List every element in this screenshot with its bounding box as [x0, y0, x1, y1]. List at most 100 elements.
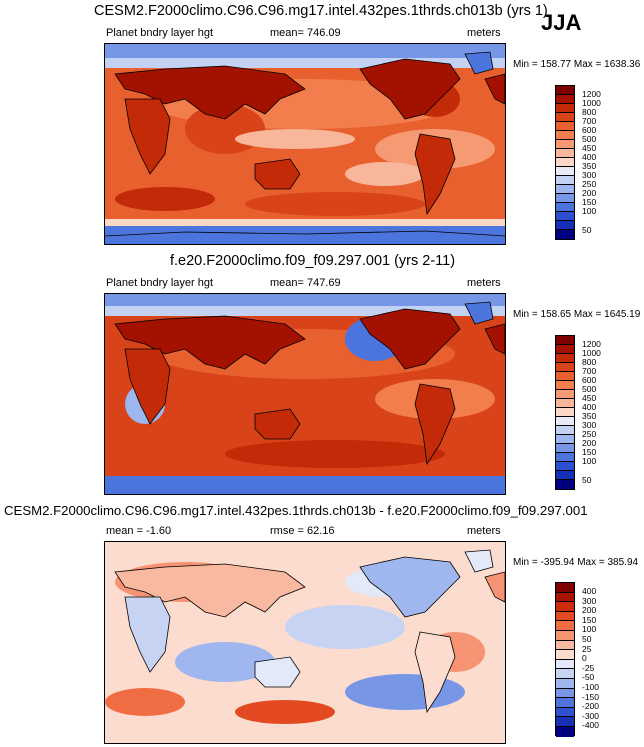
cb3-label: 150 [582, 615, 597, 625]
land-south-america [414, 133, 456, 216]
cb3-label: 100 [582, 624, 597, 634]
cb2-swatch [556, 471, 574, 480]
cb1-label: 500 [582, 134, 597, 144]
cb3-swatch [556, 688, 574, 699]
panel2-mean: mean= 747.69 [270, 277, 341, 289]
cb3-label: 200 [582, 605, 597, 615]
panel1-title: CESM2.F2000climo.C96.C96.mg17.intel.432p… [94, 3, 548, 19]
land-greenland [464, 51, 494, 75]
cb1-label: 800 [582, 107, 597, 117]
cb2-label: 150 [582, 447, 597, 457]
cb3-label: 300 [582, 596, 597, 606]
land-europe-right [484, 73, 505, 105]
cb1-label: 700 [582, 116, 597, 126]
cb3-swatch [556, 698, 574, 708]
panel1-map [104, 43, 506, 245]
cb1-label: 100 [582, 206, 597, 216]
panel2-map [104, 293, 506, 495]
cb1-swatch [556, 95, 574, 104]
cb2-label: 300 [582, 420, 597, 430]
cb2-swatch [556, 435, 574, 444]
cb2-swatch [556, 453, 574, 462]
cb3-swatch [556, 650, 574, 660]
cb3-label: -400 [582, 720, 600, 730]
cb1-swatch [556, 176, 574, 185]
cb2-label: 250 [582, 429, 597, 439]
cb3-swatch [556, 717, 574, 727]
cb1-swatch [556, 230, 574, 239]
land-africa [124, 98, 171, 175]
panel3-rmse: rmse = 62.16 [270, 525, 335, 537]
cb3-label: -150 [582, 692, 600, 702]
cb1-swatch [556, 122, 574, 131]
cb1-label: 50 [582, 225, 592, 235]
cb2-swatch [556, 408, 574, 417]
panel3-mean: mean = -1.60 [106, 525, 172, 537]
cb3-swatch [556, 602, 574, 612]
cb3-label: 0 [582, 653, 587, 663]
season-label: JJA [541, 10, 582, 35]
cb2-swatch [556, 354, 574, 363]
cb2-swatch [556, 372, 574, 381]
cb1-swatch [556, 140, 574, 149]
panel2-units: meters [467, 277, 501, 289]
cb1-label: 200 [582, 188, 597, 198]
panel1-minmax: Min = 158.77 Max = 1638.36 [513, 59, 641, 70]
panel3-minmax: Min = -395.94 Max = 385.94 [513, 557, 639, 568]
land-antarctica [105, 230, 505, 237]
cb2-label: 800 [582, 357, 597, 367]
panel3-colorbar [555, 582, 575, 737]
land-eurasia [114, 65, 306, 120]
cb3-swatch [556, 583, 574, 593]
cb3-swatch [556, 726, 574, 737]
cb1-swatch [556, 221, 574, 230]
cb1-label: 1000 [582, 98, 601, 108]
panel2-title: f.e20.F2000climo.f09_f09.297.001 (yrs 2-… [170, 253, 456, 269]
cb1-label: 400 [582, 152, 597, 162]
cb2-label: 1200 [582, 339, 601, 349]
cb2-label: 200 [582, 438, 597, 448]
panel1-variable: Planet bndry layer hgt [106, 27, 214, 39]
panel2-minmax: Min = 158.65 Max = 1645.19 [513, 309, 641, 320]
cb2-swatch [556, 480, 574, 489]
cb3-label: -200 [582, 701, 600, 711]
cb3-swatch [556, 659, 574, 670]
cb1-label: 300 [582, 170, 597, 180]
cb1-swatch [556, 212, 574, 221]
cb1-swatch [556, 86, 574, 95]
cb2-swatch [556, 381, 574, 390]
cb2-label: 400 [582, 402, 597, 412]
cb3-swatch [556, 630, 574, 641]
cb3-swatch [556, 611, 574, 622]
cb2-swatch [556, 417, 574, 426]
cb1-swatch [556, 194, 574, 203]
cb2-label: 700 [582, 366, 597, 376]
cb3-swatch [556, 640, 574, 651]
cb1-label: 250 [582, 179, 597, 189]
cb3-label: 400 [582, 586, 597, 596]
cb1-swatch [556, 149, 574, 158]
cb3-swatch [556, 592, 574, 603]
cb1-label: 600 [582, 125, 597, 135]
panel1-mean: mean= 746.09 [270, 27, 341, 39]
cb3-label: 25 [582, 644, 592, 654]
panel1-units: meters [467, 27, 501, 39]
cb1-label: 350 [582, 161, 597, 171]
cb1-label: 150 [582, 197, 597, 207]
cb2-label: 50 [582, 475, 592, 485]
panel3-map [104, 541, 506, 744]
land-north-america [359, 58, 461, 120]
cb3-swatch [556, 621, 574, 631]
cb3-swatch [556, 669, 574, 679]
cb1-swatch [556, 104, 574, 113]
cb2-swatch [556, 363, 574, 372]
cb1-swatch [556, 185, 574, 194]
panel1-colorbar [555, 85, 575, 240]
cb2-label: 450 [582, 393, 597, 403]
cb2-swatch [556, 444, 574, 453]
cb2-label: 350 [582, 411, 597, 421]
cb1-swatch [556, 113, 574, 122]
panel3-title: CESM2.F2000climo.C96.C96.mg17.intel.432p… [4, 503, 588, 518]
panel2-variable: Planet bndry layer hgt [106, 277, 214, 289]
cb3-swatch [556, 707, 574, 718]
